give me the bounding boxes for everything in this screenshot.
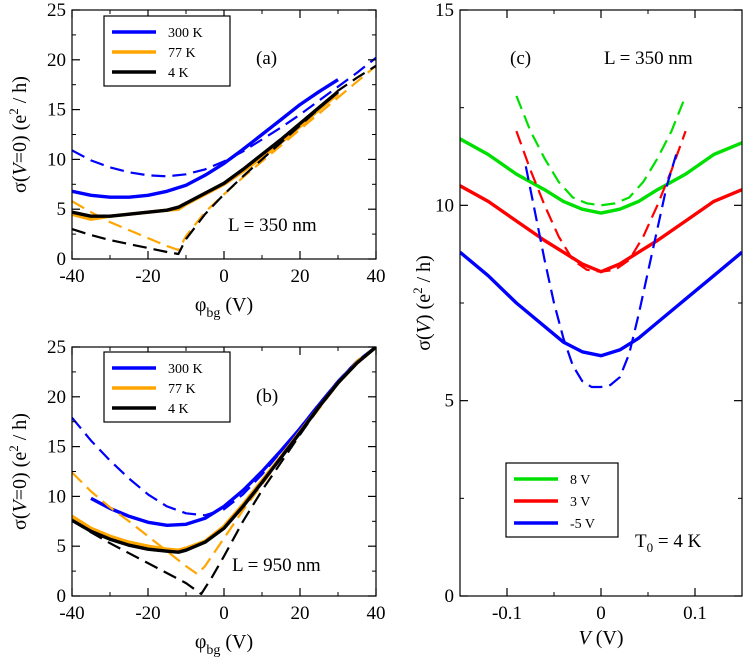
series-group bbox=[72, 347, 376, 596]
series-line-77k-dashed bbox=[72, 347, 376, 576]
series-line-77k-solid bbox=[72, 92, 340, 221]
y-tick-label: 5 bbox=[445, 391, 455, 412]
legend: 300 K 77 K 4 K bbox=[103, 351, 231, 423]
temperature-annotation: T0 = 4 K bbox=[635, 531, 702, 555]
y-tick-label: 15 bbox=[47, 100, 66, 121]
series-group bbox=[460, 95, 742, 389]
series-line-300k-dashed bbox=[72, 56, 376, 178]
series-line-8v-solid bbox=[460, 137, 742, 215]
panel-c: -0.1 0 0.1 0 5 10 15 V (V) σ(V) (e2 / h) (c) L = 3… bbox=[410, 0, 743, 649]
y-tick-label: 25 bbox=[47, 337, 66, 358]
x-axis-title: φbg (V) bbox=[195, 631, 253, 658]
series-line-300k-solid bbox=[72, 78, 339, 199]
y-tick-label: 20 bbox=[47, 387, 66, 408]
x-tick-label: -0.1 bbox=[492, 603, 522, 624]
x-tick-label: -40 bbox=[59, 603, 84, 624]
panel-a: -40 -20 0 20 40 0 5 10 15 20 25 φbg (V) σ(V=0) (e2 /… bbox=[6, 0, 386, 321]
legend: 300 K 77 K 4 K bbox=[103, 15, 231, 87]
legend-label: 3 V bbox=[570, 495, 590, 510]
legend-label: -5 V bbox=[570, 517, 595, 532]
y-tick-label: 20 bbox=[47, 50, 66, 71]
panel-label: (b) bbox=[256, 386, 278, 407]
legend-label: 8 V bbox=[570, 473, 590, 488]
y-tick-label: 10 bbox=[47, 486, 66, 507]
series-line-3v-dashed bbox=[515, 130, 687, 273]
series-line-4k-dashed bbox=[72, 64, 376, 256]
x-tick-label: 20 bbox=[291, 603, 310, 624]
legend-label: 4 K bbox=[168, 66, 189, 81]
panel-label: (c) bbox=[510, 48, 531, 69]
x-tick-label: 0 bbox=[219, 603, 229, 624]
series-line-4k-solid bbox=[72, 90, 340, 218]
y-tick-label: 15 bbox=[435, 0, 454, 21]
x-tick-label: 40 bbox=[367, 603, 386, 624]
y-tick-label: 0 bbox=[445, 586, 455, 607]
x-tick-label: 40 bbox=[367, 266, 386, 287]
x-axis-title: V (V) bbox=[579, 627, 624, 649]
y-axis-title: σ(V=0) (e2 / h) bbox=[6, 413, 31, 530]
series-group bbox=[72, 56, 376, 256]
legend-label: 300 K bbox=[168, 26, 203, 41]
y-tick-label: 25 bbox=[47, 0, 66, 21]
y-tick-label: 15 bbox=[47, 437, 66, 458]
length-annotation: L = 350 nm bbox=[604, 48, 693, 69]
legend-label: 77 K bbox=[168, 382, 196, 397]
y-axis-title: σ(V=0) (e2 / h) bbox=[6, 76, 31, 193]
legend-label: 77 K bbox=[168, 46, 196, 61]
series-line--5v-solid bbox=[460, 250, 742, 358]
legend: 8 V 3 V -5 V bbox=[505, 462, 619, 538]
legend-label: 4 K bbox=[168, 402, 189, 417]
x-tick-label: -40 bbox=[59, 266, 84, 287]
y-tick-label: 5 bbox=[57, 199, 67, 220]
x-tick-label: 20 bbox=[291, 266, 310, 287]
y-tick-label: 5 bbox=[57, 536, 67, 557]
y-tick-label: 10 bbox=[435, 195, 454, 216]
series-line--5v-dashed bbox=[524, 154, 678, 389]
panel-label: (a) bbox=[256, 48, 277, 69]
x-tick-label: -20 bbox=[135, 603, 160, 624]
legend-label: 300 K bbox=[168, 362, 203, 377]
x-tick-label: -20 bbox=[135, 266, 160, 287]
x-axis-title: φbg (V) bbox=[195, 294, 253, 321]
series-line-4k-dashed bbox=[72, 347, 376, 596]
x-tick-label: 0.1 bbox=[683, 603, 707, 624]
panel-b: -40 -20 0 20 40 0 5 10 15 20 25 φbg (V) σ(V=0) (e2 /… bbox=[6, 337, 386, 658]
y-tick-label: 0 bbox=[57, 586, 67, 607]
length-annotation: L = 350 nm bbox=[228, 215, 317, 236]
series-line-8v-dashed bbox=[515, 95, 687, 207]
series-line-4k-solid bbox=[72, 347, 376, 554]
length-annotation: L = 950 nm bbox=[232, 555, 321, 576]
series-line-3v-solid bbox=[460, 184, 742, 274]
y-tick-label: 10 bbox=[47, 149, 66, 170]
y-tick-label: 0 bbox=[57, 249, 67, 270]
x-tick-label: 0 bbox=[596, 603, 606, 624]
y-axis-title: σ(V) (e2 / h) bbox=[410, 255, 435, 351]
x-tick-label: 0 bbox=[219, 266, 229, 287]
